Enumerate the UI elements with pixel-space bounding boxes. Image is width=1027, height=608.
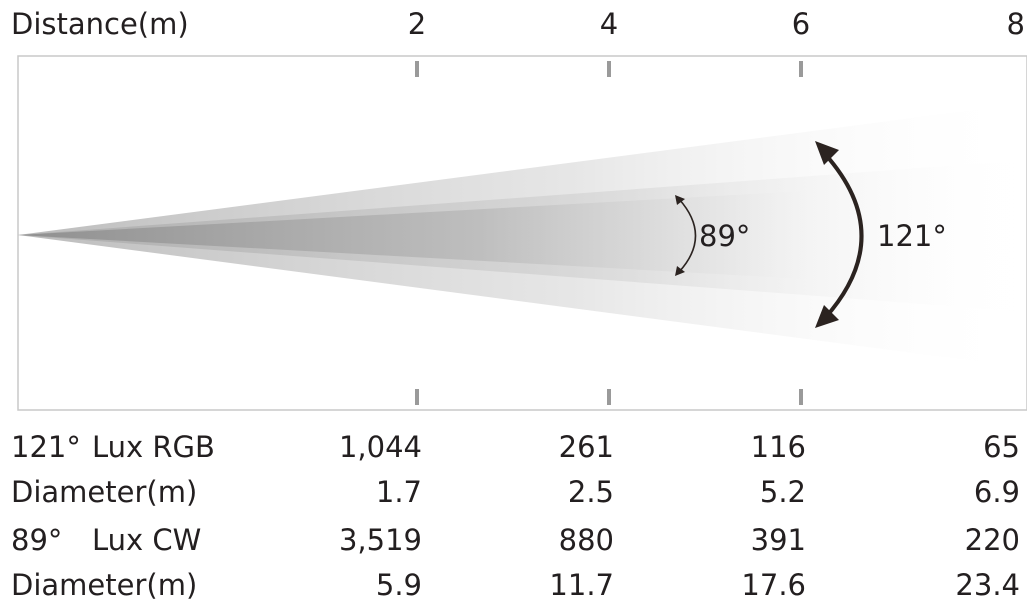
narrow-arrow-head-top bbox=[675, 195, 685, 205]
distance-tick-6: 6 bbox=[791, 7, 811, 41]
narrow-beam-cone bbox=[18, 188, 860, 282]
value-2m: 5.9 bbox=[375, 568, 422, 602]
distance-tick-8: 8 bbox=[1006, 7, 1025, 41]
beam-angle-diagram: 89° 121° bbox=[17, 55, 1027, 411]
value-6m: 5.2 bbox=[759, 475, 806, 509]
value-4m: 2.5 bbox=[567, 475, 614, 509]
row-label: Lux RGB bbox=[92, 430, 215, 464]
value-4m: 11.7 bbox=[549, 568, 614, 602]
value-2m: 1.7 bbox=[375, 475, 422, 509]
wide-arrow-head-top bbox=[815, 141, 839, 165]
wide-arrow-head-bottom bbox=[815, 305, 839, 328]
table-row-cw-lux: 89° Lux CW 3,519 880 391 220 bbox=[0, 517, 1027, 563]
row-angle: 89° bbox=[11, 523, 63, 557]
row-angle: 121° bbox=[11, 430, 81, 464]
value-4m: 880 bbox=[558, 523, 614, 557]
table-row-cw-diameter: Diameter(m) 5.9 11.7 17.6 23.4 bbox=[0, 562, 1027, 608]
value-6m: 17.6 bbox=[741, 568, 806, 602]
narrow-arrow-head-bottom bbox=[675, 266, 685, 276]
value-6m: 116 bbox=[750, 430, 806, 464]
value-4m: 261 bbox=[558, 430, 614, 464]
tick-mark-top-4 bbox=[607, 61, 611, 77]
diagram-frame bbox=[17, 55, 1027, 411]
value-8m: 6.9 bbox=[973, 475, 1020, 509]
value-8m: 23.4 bbox=[955, 568, 1020, 602]
value-8m: 220 bbox=[964, 523, 1020, 557]
tick-mark-bottom-2 bbox=[415, 389, 419, 405]
value-2m: 1,044 bbox=[338, 430, 422, 464]
row-label: Diameter(m) bbox=[11, 475, 198, 509]
tick-mark-top-2 bbox=[415, 61, 419, 77]
distance-tick-2: 2 bbox=[407, 7, 427, 41]
tick-mark-top-6 bbox=[799, 61, 803, 77]
narrow-angle-arc bbox=[678, 198, 697, 273]
row-label: Lux CW bbox=[92, 523, 202, 557]
tick-mark-bottom-4 bbox=[607, 389, 611, 405]
distance-axis-label: Distance(m) bbox=[11, 7, 189, 41]
table-row-rgb-lux: 121° Lux RGB 1,044 261 116 65 bbox=[0, 424, 1027, 470]
narrow-angle-label: 89° bbox=[699, 219, 750, 253]
tick-mark-bottom-6 bbox=[799, 389, 803, 405]
wide-angle-label: 121° bbox=[877, 219, 947, 253]
distance-tick-4: 4 bbox=[599, 7, 619, 41]
value-8m: 65 bbox=[983, 430, 1020, 464]
row-label: Diameter(m) bbox=[11, 568, 198, 602]
value-6m: 391 bbox=[750, 523, 806, 557]
value-2m: 3,519 bbox=[338, 523, 422, 557]
table-row-rgb-diameter: Diameter(m) 1.7 2.5 5.2 6.9 bbox=[0, 469, 1027, 515]
wide-angle-arc bbox=[823, 152, 864, 320]
